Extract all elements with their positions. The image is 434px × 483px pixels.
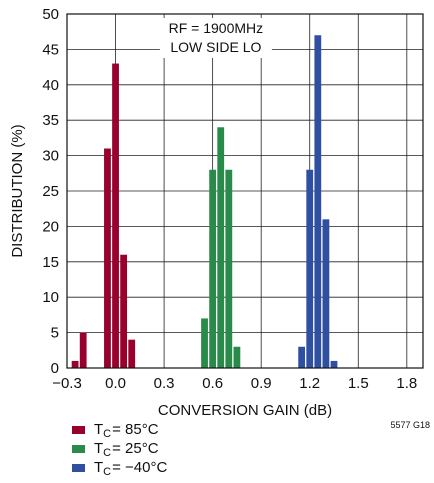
x-axis-title: CONVERSION GAIN (dB) <box>158 402 332 419</box>
y-tick-label: 35 <box>42 112 59 129</box>
x-tick-label: 1.2 <box>299 375 320 392</box>
bar-series-1-bin-3 <box>225 169 233 368</box>
legend-swatch-85c <box>72 425 85 434</box>
annotation-line-2: LOW SIDE LO <box>170 39 261 55</box>
bar-series-1-bin-4 <box>233 346 241 368</box>
y-tick-label: 45 <box>42 41 59 58</box>
y-tick-label: 5 <box>51 325 59 342</box>
x-tick-label: 0.0 <box>105 375 126 392</box>
plot-frame <box>66 13 424 369</box>
bar-series-1-bin-2 <box>217 127 225 368</box>
y-tick-label: 10 <box>42 289 59 306</box>
x-tick-label: 0.9 <box>251 375 272 392</box>
legend-prefix: T <box>94 440 104 457</box>
legend-swatch-minus40c <box>72 463 85 472</box>
y-axis-title: DISTRIBUTION (%) <box>9 124 26 257</box>
y-tick-label: 30 <box>42 148 59 165</box>
bar-series-0-bin-2 <box>104 148 111 368</box>
bars <box>71 35 338 369</box>
bar-series-1-bin-1 <box>209 169 217 368</box>
bar-series-1-bin-0 <box>201 318 208 368</box>
bar-series-0-bin-1 <box>79 332 87 368</box>
legend-prefix: T <box>94 421 104 438</box>
bar-series-2-bin-4 <box>330 360 338 368</box>
y-tick-label: 25 <box>42 183 59 200</box>
legend-prefix: T <box>94 459 104 476</box>
annotation-line-1: RF = 1900MHz <box>169 20 264 36</box>
y-tick-label: 50 <box>42 6 59 23</box>
legend-label-minus40c: = −40°C <box>112 459 168 476</box>
bar-series-2-bin-2 <box>314 35 322 369</box>
legend-swatch-25c <box>72 444 85 453</box>
bar-series-2-bin-0 <box>298 346 306 368</box>
x-tick-label: 0.6 <box>202 375 223 392</box>
x-tick-label: 0.3 <box>154 375 175 392</box>
y-tick-label: 40 <box>42 77 59 94</box>
legend-subscript: C <box>103 446 112 459</box>
legend-subscript: C <box>103 465 112 478</box>
y-tick-label: 20 <box>42 218 59 235</box>
x-tick-label: 1.5 <box>348 375 369 392</box>
y-tick-label: 0 <box>51 360 59 377</box>
bar-series-0-bin-0 <box>71 360 79 368</box>
y-tick-label: 15 <box>42 254 59 271</box>
legend-label-25c: = 25°C <box>112 440 159 457</box>
x-tick-labels: −0.3 0.0 0.3 0.6 0.9 1.2 1.5 1.8 <box>52 375 417 392</box>
figure-id: 5577 G18 <box>390 420 430 430</box>
bar-series-0-bin-4 <box>120 254 128 368</box>
x-tick-label: −0.3 <box>52 375 82 392</box>
x-tick-label: 1.8 <box>396 375 417 392</box>
legend-subscript: C <box>103 427 112 440</box>
bar-series-0-bin-5 <box>128 339 136 368</box>
annotation-box: RF = 1900MHz LOW SIDE LO <box>159 18 272 58</box>
bar-series-2-bin-1 <box>306 169 314 368</box>
bar-series-2-bin-3 <box>322 219 330 368</box>
bar-series-0-bin-3 <box>112 63 119 369</box>
legend-label-85c: = 85°C <box>112 421 159 438</box>
y-tick-labels: 0 5 10 15 20 25 30 35 40 45 50 <box>42 6 59 377</box>
